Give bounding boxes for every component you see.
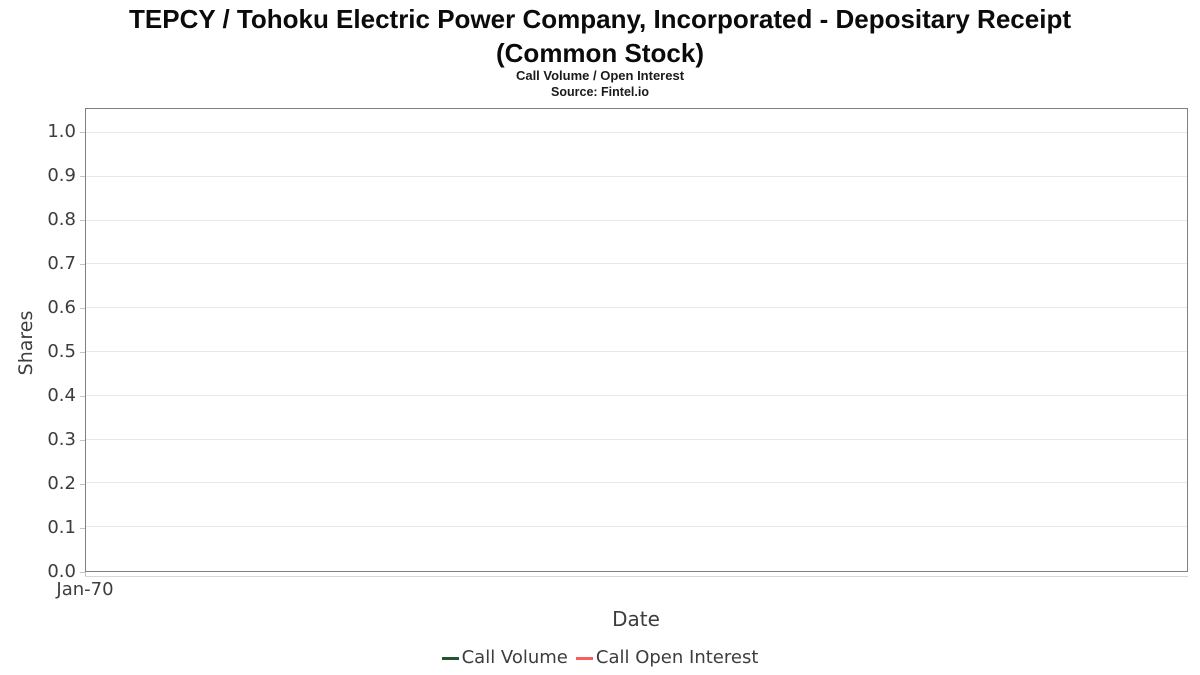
- y-tick-mark: [80, 352, 85, 354]
- gridline: [86, 307, 1187, 309]
- y-tick-mark: [80, 396, 85, 398]
- x-tick-mark: [85, 572, 86, 577]
- legend: Call Volume Call Open Interest: [0, 647, 1200, 669]
- plot-area: [85, 108, 1188, 572]
- chart-title-line2: (Common Stock): [496, 38, 704, 68]
- x-axis-line: [85, 576, 1188, 577]
- gridline: [86, 351, 1187, 353]
- x-tick-label: Jan-70: [56, 579, 114, 600]
- y-tick-label: 0.3: [47, 429, 76, 451]
- y-tick-label: 0.5: [47, 341, 76, 363]
- gridline: [86, 526, 1187, 528]
- y-tick-label: 1.0: [47, 121, 76, 143]
- y-tick-mark: [80, 176, 85, 178]
- y-tick-mark: [80, 132, 85, 134]
- chart-source: Source: Fintel.io: [551, 85, 649, 99]
- y-tick-label: 0.9: [47, 165, 76, 187]
- gridline: [86, 263, 1187, 265]
- y-tick-label: 0.4: [47, 385, 76, 407]
- chart-subtitle: Call Volume / Open Interest: [515, 68, 685, 83]
- y-tick-label: 0.7: [47, 253, 76, 275]
- y-tick-mark: [80, 440, 85, 442]
- gridline: [86, 394, 1187, 396]
- chart-title-line1: TEPCY / Tohoku Electric Power Company, I…: [129, 4, 1071, 34]
- x-axis-title: Date: [612, 607, 660, 631]
- gridline: [86, 132, 1187, 134]
- y-tick-mark: [80, 484, 85, 486]
- gridline: [86, 175, 1187, 177]
- call-open-interest-swatch: [575, 656, 593, 660]
- gridline: [86, 219, 1187, 221]
- legend-item-call-open-interest[interactable]: Call Open Interest: [575, 647, 759, 669]
- y-tick-mark: [80, 220, 85, 222]
- legend-label-call-open-interest: Call Open Interest: [595, 647, 759, 668]
- call-volume-swatch: [441, 656, 459, 660]
- chart-title: TEPCY / Tohoku Electric Power Company, I…: [0, 2, 1200, 70]
- y-tick-label: 0.6: [47, 297, 76, 319]
- gridline: [86, 438, 1187, 440]
- legend-item-call-volume[interactable]: Call Volume: [441, 647, 568, 669]
- y-tick-mark: [80, 572, 85, 573]
- y-tick-mark: [80, 308, 85, 310]
- legend-label-call-volume: Call Volume: [461, 647, 568, 668]
- y-tick-label: 0.0: [47, 561, 76, 582]
- gridline: [86, 482, 1187, 484]
- y-tick-label: 0.1: [47, 517, 76, 539]
- y-axis-ticks: 0.0 0.1 0.2 0.3 0.4 0.5 0.6 0.7 0.8 0.9 1.0: [0, 108, 85, 582]
- y-tick-mark: [80, 528, 85, 530]
- y-tick-label: 0.8: [47, 209, 76, 231]
- y-tick-label: 0.2: [47, 473, 76, 495]
- y-tick-mark: [80, 264, 85, 266]
